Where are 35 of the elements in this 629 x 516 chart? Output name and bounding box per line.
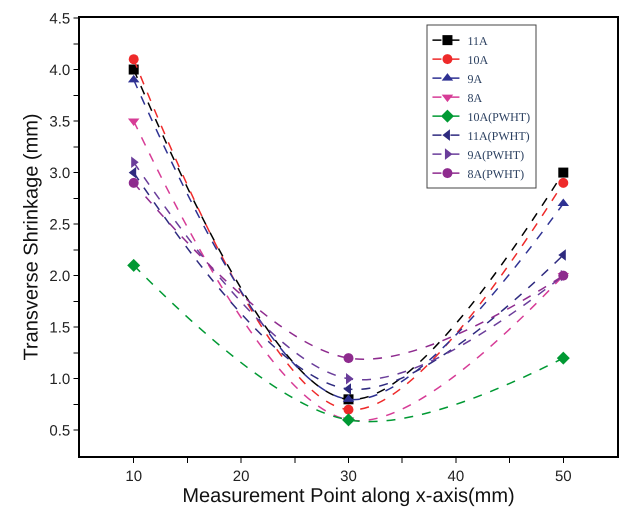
legend-label: 10A(PWHT) xyxy=(467,110,530,124)
x-tick-label: 50 xyxy=(554,468,572,485)
point xyxy=(344,404,354,415)
y-axis-title: Transverse Shrinkage (mm) xyxy=(20,113,42,361)
text: 4.0 xyxy=(49,62,70,79)
point xyxy=(127,258,140,272)
y-tick-label: 4.5 xyxy=(49,10,70,28)
x-axis-title: Measurement Point along x-axis(mm) xyxy=(182,484,515,507)
legend-label: 9A(PWHT) xyxy=(467,148,524,162)
legend-label: 11A(PWHT) xyxy=(467,128,530,143)
legend-label: 11A xyxy=(467,34,488,48)
x-tick-label: 20 xyxy=(232,468,250,485)
point xyxy=(558,168,568,178)
point xyxy=(558,270,568,281)
text: 3.0 xyxy=(49,164,70,182)
y-tick-label: 2.5 xyxy=(49,216,70,234)
point xyxy=(558,178,568,188)
x-tick-label: 40 xyxy=(448,468,464,485)
legend-label: 8A(PWHT) xyxy=(467,166,524,181)
text: 1.0 xyxy=(49,370,70,388)
point xyxy=(344,353,354,364)
x-tick-label: 10 xyxy=(125,468,142,485)
y-tick-label: 0.5 xyxy=(49,422,70,440)
point xyxy=(128,178,139,188)
point xyxy=(128,64,139,75)
legend-label: 8A xyxy=(467,90,482,105)
point xyxy=(342,413,355,426)
x-tick-label: 30 xyxy=(340,468,357,485)
legend-label: 10A xyxy=(467,52,488,67)
point xyxy=(556,352,570,365)
text: 2.0 xyxy=(49,268,70,285)
y-tick-label: 3.5 xyxy=(49,113,70,130)
legend-label: 9A xyxy=(467,72,482,86)
y-tick-label: 1.5 xyxy=(49,319,70,336)
point xyxy=(128,54,139,64)
